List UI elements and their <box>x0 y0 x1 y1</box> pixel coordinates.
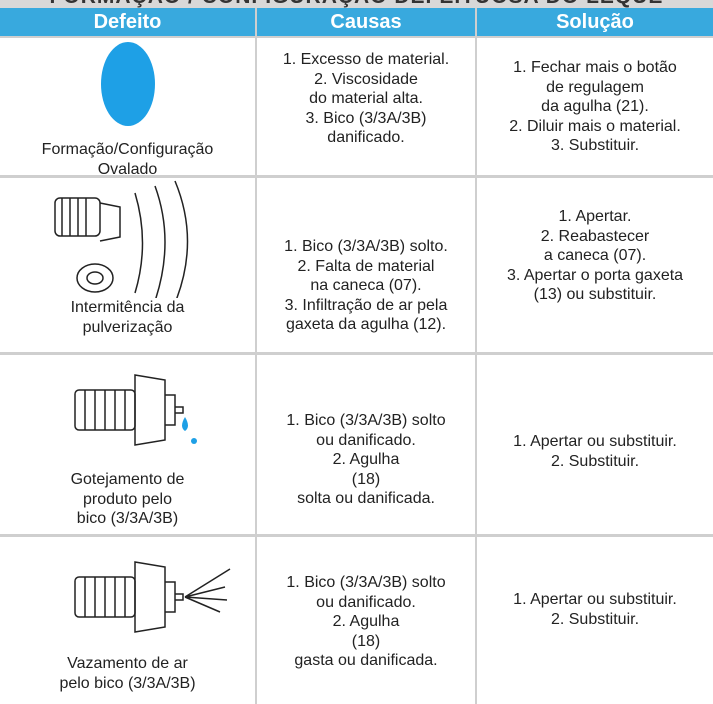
text-line: 2. Substituir. <box>550 610 640 628</box>
cell: 1. Apertar ou substituir. 2. Substituir. <box>477 355 713 534</box>
text-line: 3. Infiltração de ar pela <box>284 296 448 314</box>
text-line: Ovalado <box>97 160 158 178</box>
icon <box>54 180 189 298</box>
text-line: 1. Bico (3/3A/3B) solto. <box>284 238 448 255</box>
cell-text: 1. Fechar mais o botão de regulagem da agu… <box>477 58 713 156</box>
text-line: (18) <box>351 470 381 488</box>
column-header: Solução <box>477 8 713 36</box>
text-line: danificado. <box>327 129 405 146</box>
icon <box>74 374 197 446</box>
text-line: 1. Apertar ou substituir. <box>513 591 677 608</box>
cell: Formação/Configuração Ovalado <box>0 38 255 178</box>
text-line: Vazamento de ar <box>67 655 188 672</box>
cell-text: 1. Bico (3/3A/3B) solto ou danificado. 2. … <box>257 573 475 671</box>
icon <box>74 561 231 633</box>
text-line: 3. Bico (3/3A/3B) <box>305 109 427 127</box>
text-line: ou danificado. <box>316 593 416 611</box>
cell: 1. Apertar ou substituir. 2. Substituir. <box>477 537 713 704</box>
text-line: Formação/Configuração <box>41 141 214 158</box>
text-line: na caneca (07). <box>310 277 422 294</box>
cell-text: Vazamento de ar pelo bico (3/3A/3B) <box>0 654 255 693</box>
column-header: Causas <box>257 8 475 36</box>
text-line: 2. Reabastecer <box>540 227 650 245</box>
text-line: 3. Substituir. <box>550 137 640 154</box>
cell: Intermitência da pulverização <box>0 178 255 352</box>
text-line: gaxeta da agulha (12). <box>285 316 447 333</box>
cell: Gotejamento de produto pelo bico (3/3A/3B) <box>0 355 255 534</box>
cell-text: Formação/Configuração Ovalado <box>0 140 255 179</box>
text-line: do material alta. <box>309 90 423 107</box>
text-line: a caneca (07). <box>543 247 647 264</box>
text-line: 1. Excesso de material. <box>282 51 450 68</box>
cell-text: 1. Bico (3/3A/3B) solto. 2. Falta de mate… <box>257 237 475 335</box>
cell: 1. Excesso de material. 2. Viscosidade do … <box>257 38 475 175</box>
cell: 1. Fechar mais o botão de regulagem da agu… <box>477 38 713 175</box>
text-line: Gotejamento de <box>70 471 185 488</box>
text-line: pulverização <box>82 318 173 336</box>
text-line: 1. Bico (3/3A/3B) solto <box>286 574 446 591</box>
text-line: 1. Fechar mais o botão <box>513 59 677 76</box>
text-line: solta ou danificada. <box>297 490 435 507</box>
text-line: (13) ou substituir. <box>533 286 657 303</box>
text-line: 1. Apertar. <box>558 208 632 225</box>
text-line: 1. Bico (3/3A/3B) solto <box>286 412 446 429</box>
text-line: da agulha (21). <box>541 98 649 115</box>
text-line: gasta ou danificada. <box>294 652 438 669</box>
title: FORMAÇÃO / CONFIGURAÇÃO DEFEITUOSA DO LE… <box>0 0 713 8</box>
cell: 1. Bico (3/3A/3B) solto ou danificado. 2. … <box>257 355 475 534</box>
text-line: (18) <box>351 632 381 650</box>
text-line: 2. Diluir mais o material. <box>509 117 681 135</box>
cell-text: 1. Apertar ou substituir. 2. Substituir. <box>477 432 713 471</box>
cell-text: Gotejamento de produto pelo bico (3/3A/3B) <box>0 470 255 529</box>
text-line: ou danificado. <box>316 431 416 449</box>
text-line: Intermitência da <box>70 299 185 316</box>
text-line: pelo bico (3/3A/3B) <box>59 674 196 692</box>
cell-text: 1. Excesso de material. 2. Viscosidade do … <box>257 50 475 148</box>
cell-text: 1. Apertar. 2. Reabastecer a caneca (07). 3… <box>477 207 713 305</box>
text-line: 1. Apertar ou substituir. <box>513 433 677 450</box>
text-line: 2. Falta de material <box>297 257 435 275</box>
text-line: 2. Viscosidade <box>314 70 418 88</box>
icon <box>101 42 155 126</box>
text-line: bico (3/3A/3B) <box>76 510 179 527</box>
text-line: produto pelo <box>83 490 172 508</box>
text-line: 2. Agulha <box>332 613 400 630</box>
text-line: 3. Apertar o porta gaxeta <box>506 266 684 284</box>
cell-text: 1. Bico (3/3A/3B) solto ou danificado. 2. … <box>257 411 475 509</box>
cell: Vazamento de ar pelo bico (3/3A/3B) <box>0 537 255 704</box>
text-line: 2. Substituir. <box>550 452 640 470</box>
cell-text: 1. Apertar ou substituir. 2. Substituir. <box>477 590 713 629</box>
cell-text: Intermitência da pulverização <box>0 298 255 337</box>
text-line: 2. Agulha <box>332 451 400 468</box>
text-line: de regulagem <box>546 78 644 96</box>
cell: 1. Bico (3/3A/3B) solto ou danificado. 2. … <box>257 537 475 704</box>
cell: 1. Apertar. 2. Reabastecer a caneca (07). 3… <box>477 178 713 352</box>
cell: 1. Bico (3/3A/3B) solto. 2. Falta de mate… <box>257 178 475 352</box>
column-header: Defeito <box>0 8 255 36</box>
